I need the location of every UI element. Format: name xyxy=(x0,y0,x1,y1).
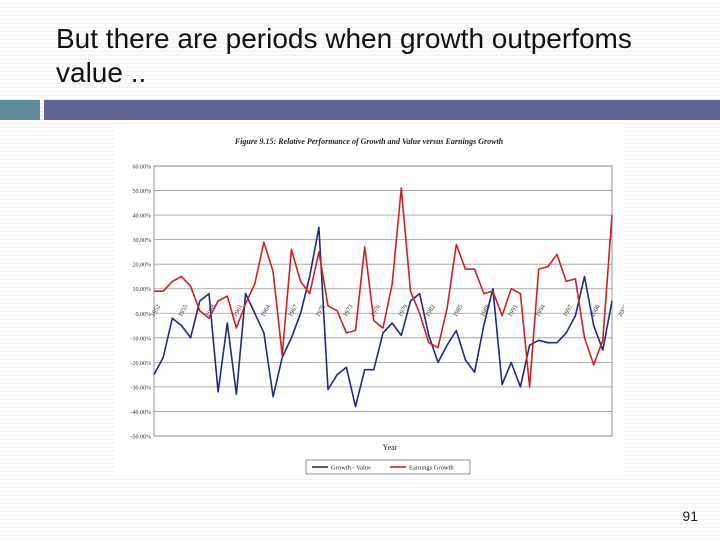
chart-series xyxy=(153,187,613,408)
x-tick-label: 1964 xyxy=(260,303,273,318)
slide-title: But there are periods when growth outper… xyxy=(56,22,696,90)
x-tick-label: 1997 xyxy=(562,303,575,318)
y-tick-label: -30.00% xyxy=(131,385,152,391)
chart-grid xyxy=(153,165,613,437)
y-tick-label: 10.00% xyxy=(133,287,152,293)
x-tick-label: 1982 xyxy=(424,304,437,319)
x-tick-label: 1952 xyxy=(150,304,163,319)
x-tick-label: 2003 xyxy=(617,304,624,319)
y-tick-label: 30.00% xyxy=(133,238,152,244)
series-line-growth-value xyxy=(153,226,613,408)
chart-title: Figure 9.15: Relative Performance of Gro… xyxy=(234,137,504,146)
x-tick-label: 1967 xyxy=(287,303,300,318)
x-tick-label: 1991 xyxy=(507,304,520,319)
chart-legend: Growth - Value Earnings Growth xyxy=(305,459,471,475)
plot-border xyxy=(153,165,613,437)
x-tick-label: 1985 xyxy=(452,304,465,319)
y-tick-label: 0.00% xyxy=(136,312,152,318)
legend-box xyxy=(305,459,471,475)
y-tick-label: 60.00% xyxy=(133,165,152,171)
x-tick-label: 1970 xyxy=(315,304,328,319)
legend-label: Growth - Value xyxy=(331,465,371,472)
y-tick-label: 40.00% xyxy=(133,214,152,220)
y-tick-label: -10.00% xyxy=(131,336,152,342)
y-tick-label: 20.00% xyxy=(133,263,152,269)
y-tick-label: 50.00% xyxy=(133,189,152,195)
accent-bar xyxy=(44,100,720,120)
y-tick-label: -20.00% xyxy=(131,361,152,367)
x-tick-label: 1973 xyxy=(342,304,355,319)
slide-title-line-1: But there are periods when growth outper… xyxy=(56,23,632,54)
y-tick-label: -40.00% xyxy=(131,410,152,416)
chart-figure: Figure 9.15: Relative Performance of Gro… xyxy=(114,124,657,478)
slide-title-line-2: value .. xyxy=(56,57,147,88)
chart-svg: Figure 9.15: Relative Performance of Gro… xyxy=(131,137,657,475)
series-line-earnings-growth xyxy=(154,187,613,388)
y-tick-labels: -50.00% -40.00% -30.00% -20.00% -10.00% 0.00%… xyxy=(131,165,152,441)
accent-square xyxy=(0,100,40,120)
legend-label: Earnings Growth xyxy=(409,465,454,472)
y-tick-label: -50.00% xyxy=(131,435,152,441)
page-number: 91 xyxy=(682,508,698,524)
x-axis-label: Year xyxy=(383,443,398,452)
x-tick-label: 1955 xyxy=(177,304,190,319)
